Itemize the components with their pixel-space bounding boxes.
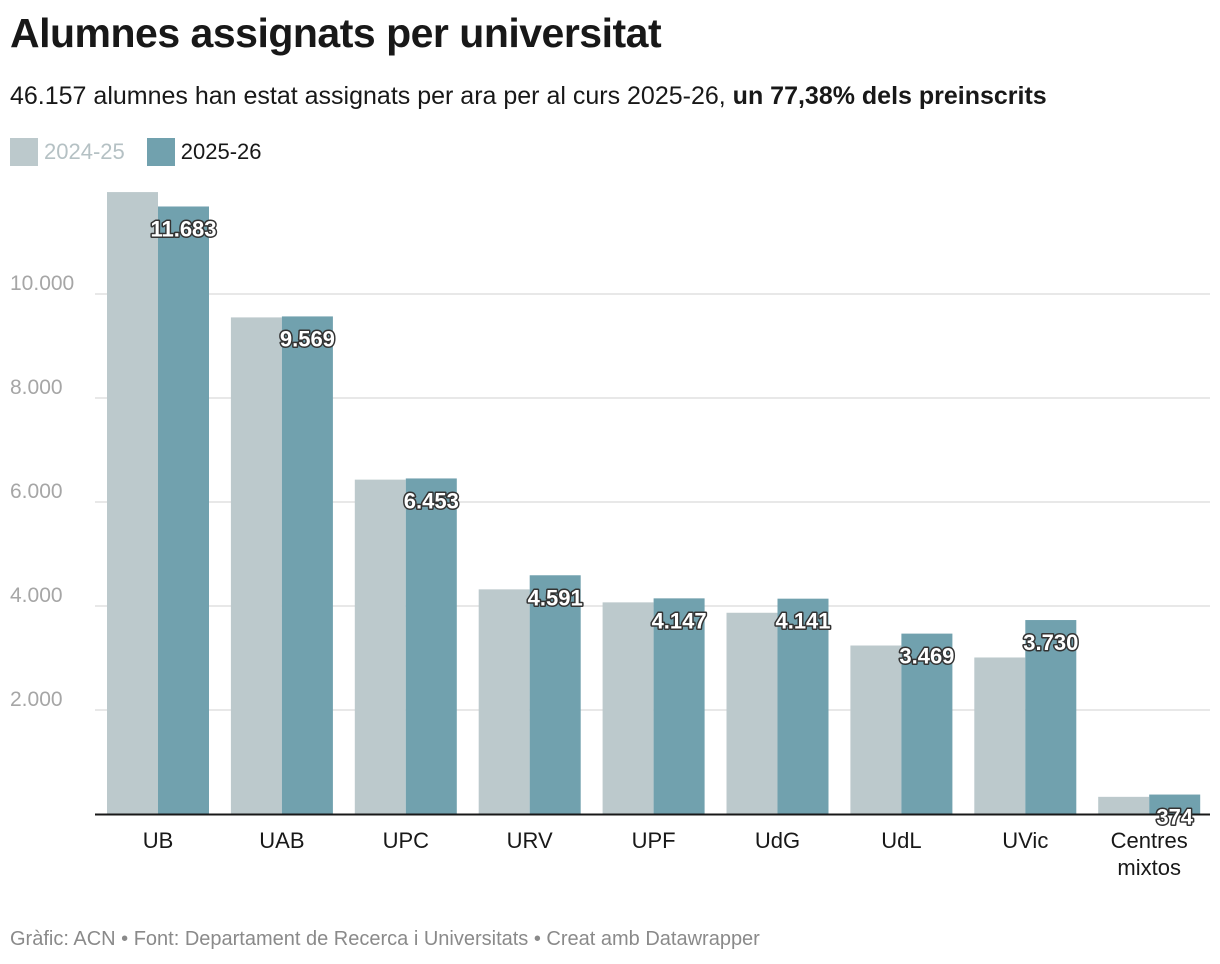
data-label: 9.569: [280, 326, 335, 351]
x-tick-label: UVic: [1002, 828, 1048, 853]
bar-2024-25: [354, 479, 406, 814]
data-label: 4.141: [775, 609, 830, 634]
y-tick-label: 8.000: [10, 376, 63, 399]
data-label: 374: [1156, 805, 1193, 830]
bar-2024-25: [107, 192, 158, 814]
bar-2025-26: [901, 633, 953, 814]
y-tick-label: 2.000: [10, 688, 63, 711]
bar-2024-25: [974, 657, 1026, 814]
chart-footer: Gràfic: ACN • Font: Departament de Recer…: [10, 928, 760, 950]
x-tick-label: UdG: [755, 828, 800, 853]
bar-2025-26: [1025, 620, 1077, 814]
chart-title: Alumnes assignats per universitat: [10, 10, 662, 56]
data-label: 6.453: [404, 488, 459, 513]
data-label: 11.683: [150, 216, 216, 241]
x-tick-label: UPC: [383, 828, 430, 853]
bar-2025-26: [1149, 794, 1201, 814]
legend-label-2024-25: 2024-25: [44, 139, 125, 164]
y-tick-label: 6.000: [10, 480, 63, 503]
bar-2024-25: [230, 317, 282, 814]
bar-2025-26: [158, 206, 209, 814]
x-tick-label: URV: [507, 828, 553, 853]
data-label: 4.147: [652, 608, 707, 633]
bar-2025-26: [281, 316, 333, 814]
x-tick-label: UPF: [632, 828, 676, 853]
bar-2024-25: [726, 612, 778, 814]
legend-item-2024-25: 2024-25: [10, 138, 125, 166]
bar-2025-26: [653, 598, 705, 814]
y-tick-label: 10.000: [10, 272, 74, 295]
bar-2025-26: [529, 575, 581, 814]
x-tick-label: UAB: [259, 828, 304, 853]
subtitle-text: 46.157 alumnes han estat assignats per a…: [10, 82, 733, 110]
data-label: 3.469: [899, 644, 954, 669]
bar-chart: 2.000 4.000 6.000 8.000 10.000 UB UAB UPC URV UPF…: [10, 192, 1210, 880]
x-tick-label: UdL: [881, 828, 921, 853]
bar-2024-25: [602, 602, 654, 814]
x-tick-label: UB: [143, 828, 174, 853]
legend-swatch-2025-26: [146, 138, 175, 166]
data-label: 3.730: [1023, 630, 1078, 655]
bar-2025-26: [777, 598, 829, 814]
chart-subtitle: 46.157 alumnes han estat assignats per a…: [10, 82, 1047, 111]
x-tick-label: Centres mixtos: [1111, 828, 1188, 880]
bar-2025-26: [405, 478, 457, 814]
bar-2024-25: [478, 589, 530, 814]
legend-item-2025-26: 2025-26: [146, 138, 262, 166]
y-tick-label: 4.000: [10, 584, 63, 607]
legend-swatch-2024-25: [10, 138, 38, 166]
bar-2024-25: [850, 645, 902, 814]
subtitle-highlight: un 77,38% dels preinscrits: [732, 82, 1047, 110]
legend: 2024-25 2025-26: [10, 138, 284, 166]
legend-label-2025-26: 2025-26: [180, 139, 262, 164]
bar-2024-25: [1098, 796, 1150, 814]
data-label: 4.591: [528, 585, 583, 610]
